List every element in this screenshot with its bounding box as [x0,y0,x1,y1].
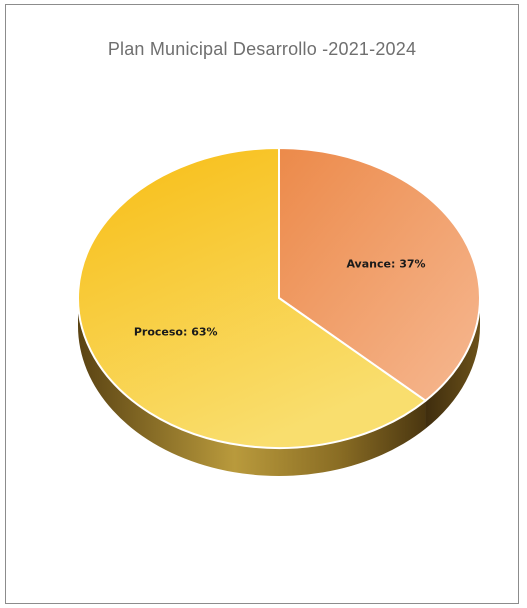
pie-side-proceso [78,298,426,476]
pie-slice-avance [278,147,481,402]
pie-slice-proceso [77,147,427,449]
data-label-proceso: Proceso: 63% [134,325,218,338]
pie-side-avance [425,298,480,429]
pie-slices: Avance: 37% Proceso: 63% [77,147,481,476]
chart-title: Plan Municipal Desarrollo -2021-2024 [107,39,417,59]
data-label-avance: Avance: 37% [346,257,425,270]
